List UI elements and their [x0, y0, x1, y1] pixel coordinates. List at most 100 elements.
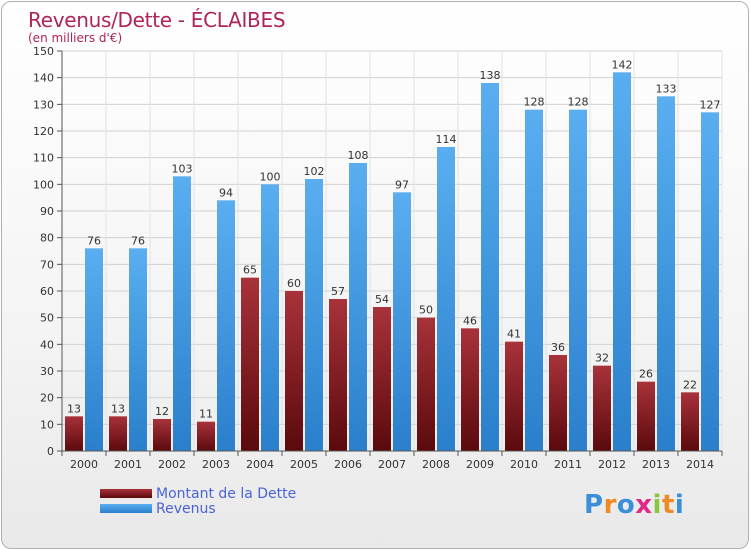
data-label-revenus: 100	[260, 170, 281, 183]
bar-dette	[373, 307, 391, 451]
y-tick-label: 120	[33, 125, 54, 138]
y-tick-label: 150	[33, 45, 54, 58]
legend: Montant de la Dette Revenus	[100, 485, 297, 517]
bar-revenus	[613, 72, 631, 451]
x-tick-label: 2004	[246, 458, 274, 471]
bar-revenus	[349, 163, 367, 451]
legend-swatch-revenus	[100, 504, 152, 513]
logo-letter: r	[603, 490, 617, 520]
bar-revenus	[437, 147, 455, 451]
legend-item-revenus: Revenus	[100, 500, 296, 517]
bar-dette	[681, 392, 699, 451]
bar-revenus	[701, 112, 719, 451]
data-label-dette: 41	[507, 328, 521, 341]
bar-dette	[461, 328, 479, 451]
bar-dette	[65, 416, 83, 451]
x-tick-label: 2010	[510, 458, 538, 471]
data-label-dette: 13	[67, 402, 81, 415]
data-label-revenus: 128	[524, 96, 545, 109]
y-tick-label: 90	[40, 205, 54, 218]
data-label-dette: 54	[375, 293, 389, 306]
data-label-dette: 32	[595, 352, 609, 365]
y-tick-label: 80	[40, 232, 54, 245]
proxiti-logo: Proxiti	[584, 490, 684, 520]
x-tick-label: 2007	[378, 458, 406, 471]
chart-title: Revenus/Dette - ÉCLAIBES	[28, 8, 286, 32]
data-label-revenus: 97	[395, 178, 409, 191]
logo-letter: P	[584, 490, 604, 520]
data-label-dette: 57	[331, 285, 345, 298]
y-tick-label: 10	[40, 418, 54, 431]
data-label-revenus: 114	[436, 133, 457, 146]
bar-revenus	[569, 109, 587, 452]
bar-dette	[109, 416, 127, 451]
data-label-dette: 22	[683, 378, 697, 391]
logo-letter: i	[674, 490, 685, 520]
x-tick-label: 2014	[686, 458, 714, 471]
bar-revenus	[129, 248, 147, 451]
data-label-dette: 65	[243, 264, 257, 277]
bar-revenus	[173, 176, 191, 452]
y-tick-label: 30	[40, 365, 54, 378]
x-tick-label: 2005	[290, 458, 318, 471]
bar-revenus	[481, 83, 499, 451]
bar-dette	[417, 317, 435, 451]
bar-revenus	[305, 179, 323, 451]
x-tick-label: 2006	[334, 458, 362, 471]
data-label-revenus: 142	[612, 58, 633, 71]
y-tick-label: 0	[47, 445, 54, 458]
bar-dette	[637, 381, 655, 451]
logo-letter: x	[635, 490, 653, 520]
legend-label-revenus: Revenus	[156, 500, 216, 517]
bar-dette	[197, 421, 215, 451]
y-tick-label: 100	[33, 178, 54, 191]
x-tick-label: 2012	[598, 458, 626, 471]
bar-dette	[285, 291, 303, 451]
data-label-revenus: 102	[304, 165, 325, 178]
y-tick-label: 60	[40, 285, 54, 298]
data-label-dette: 60	[287, 277, 301, 290]
x-tick-label: 2013	[642, 458, 670, 471]
bar-revenus	[217, 200, 235, 451]
data-label-revenus: 76	[87, 234, 101, 247]
bar-dette	[505, 341, 523, 451]
data-label-dette: 46	[463, 314, 477, 327]
x-tick-label: 2009	[466, 458, 494, 471]
legend-label-dette: Montant de la Dette	[156, 485, 297, 502]
data-label-revenus: 138	[480, 69, 501, 82]
bar-revenus	[261, 184, 279, 452]
bar-revenus	[525, 109, 543, 452]
data-label-revenus: 127	[700, 98, 721, 111]
chart-subtitle: (en milliers d'€)	[28, 31, 123, 45]
x-tick-label: 2003	[202, 458, 230, 471]
data-label-revenus: 128	[568, 96, 589, 109]
bar-dette	[593, 365, 611, 451]
bar-revenus	[393, 192, 411, 452]
bar-dette	[153, 419, 171, 451]
bar-dette	[241, 277, 259, 451]
data-label-dette: 36	[551, 341, 565, 354]
bar-dette	[549, 355, 567, 451]
data-label-revenus: 76	[131, 234, 145, 247]
x-tick-label: 2000	[70, 458, 98, 471]
logo-letter: o	[616, 490, 636, 520]
y-tick-label: 40	[40, 338, 54, 351]
y-tick-label: 20	[40, 392, 54, 405]
data-label-revenus: 94	[219, 186, 233, 199]
data-label-dette: 50	[419, 304, 433, 317]
data-label-dette: 13	[111, 402, 125, 415]
legend-swatch-dette	[100, 489, 152, 498]
data-label-dette: 11	[199, 408, 213, 421]
x-tick-label: 2002	[158, 458, 186, 471]
data-label-revenus: 103	[172, 162, 193, 175]
data-label-dette: 12	[155, 405, 169, 418]
data-label-revenus: 108	[348, 149, 369, 162]
logo-letter: i	[652, 490, 662, 520]
y-tick-label: 130	[33, 98, 54, 111]
logo-letter: t	[661, 490, 675, 520]
y-tick-label: 70	[40, 258, 54, 271]
x-tick-label: 2008	[422, 458, 450, 471]
data-label-revenus: 133	[656, 82, 677, 95]
